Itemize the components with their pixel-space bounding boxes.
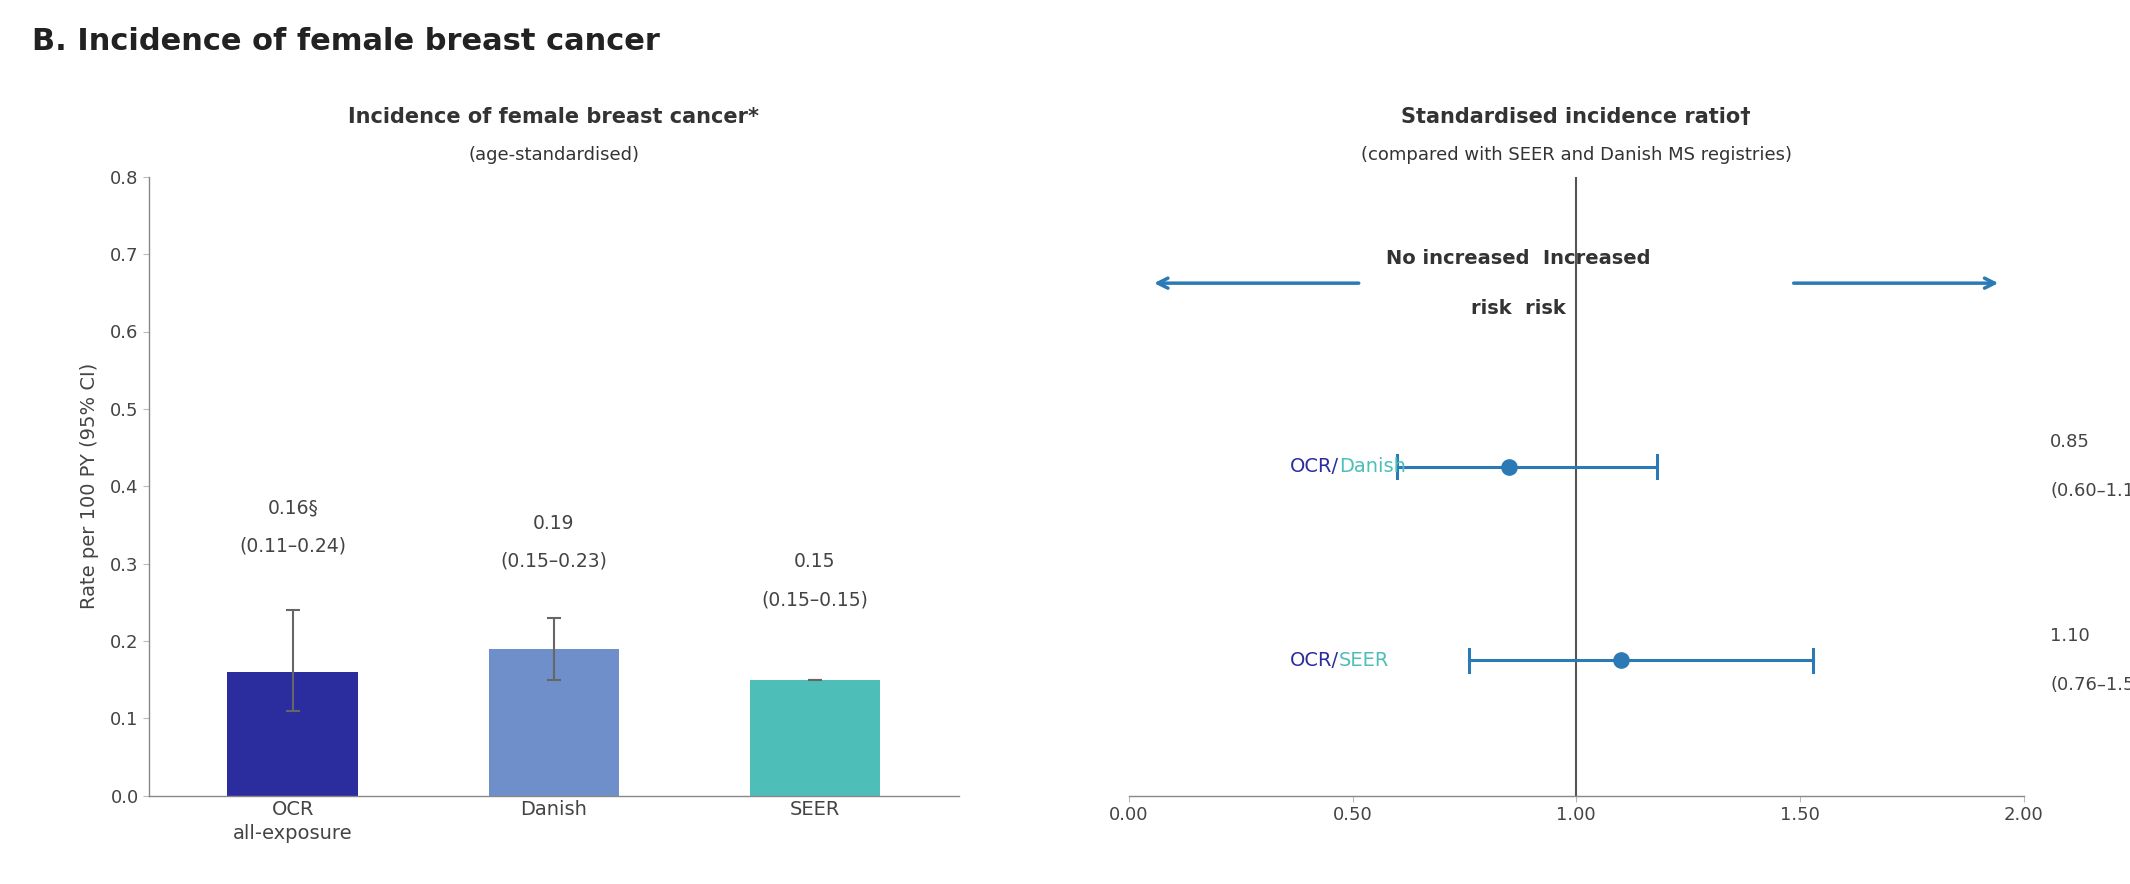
Text: (0.60–1.18): (0.60–1.18) <box>2051 483 2130 500</box>
Text: No increased  Increased: No increased Increased <box>1387 248 1651 268</box>
Text: SEER: SEER <box>1340 651 1389 670</box>
Text: Standardised incidence ratio†: Standardised incidence ratio† <box>1402 107 1751 127</box>
Text: Danish: Danish <box>1340 457 1406 476</box>
Text: Incidence of female breast cancer*: Incidence of female breast cancer* <box>349 107 758 127</box>
Text: 0.85: 0.85 <box>2051 433 2090 452</box>
Text: OCR/: OCR/ <box>1291 651 1340 670</box>
Text: (0.15–0.15): (0.15–0.15) <box>760 591 869 610</box>
Text: (0.11–0.24): (0.11–0.24) <box>239 537 347 555</box>
Text: B. Incidence of female breast cancer: B. Incidence of female breast cancer <box>32 27 660 56</box>
Text: (age-standardised): (age-standardised) <box>469 147 639 164</box>
Y-axis label: Rate per 100 PY (95% CI): Rate per 100 PY (95% CI) <box>81 363 100 609</box>
Text: OCR/: OCR/ <box>1291 457 1340 476</box>
Bar <box>750 680 880 796</box>
Text: 0.15: 0.15 <box>794 552 835 571</box>
Text: 0.19: 0.19 <box>532 514 575 532</box>
Bar <box>228 672 358 796</box>
Text: (0.76–1.53): (0.76–1.53) <box>2051 675 2130 694</box>
Text: 0.16§: 0.16§ <box>266 499 317 517</box>
Text: 1.10: 1.10 <box>2051 627 2090 644</box>
Text: (compared with SEER and Danish MS registries): (compared with SEER and Danish MS regist… <box>1361 147 1791 164</box>
Bar <box>488 649 620 796</box>
Text: risk  risk: risk risk <box>1470 299 1566 317</box>
Text: (0.15–0.23): (0.15–0.23) <box>501 552 607 571</box>
